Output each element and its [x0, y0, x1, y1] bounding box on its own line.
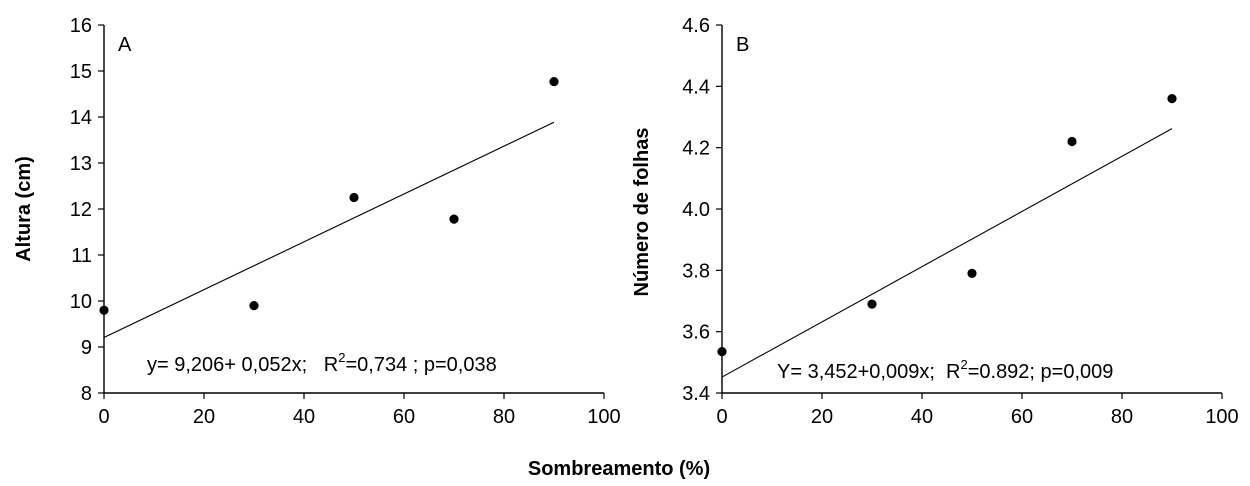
- x-tick-label: 40: [293, 406, 315, 428]
- x-tick-label: 80: [1111, 406, 1133, 428]
- y-tick-label: 11: [71, 245, 92, 267]
- x-axis-title: Sombreamento (%): [528, 458, 710, 480]
- y-tick-label: 9: [81, 337, 92, 359]
- y-tick-label: 3.6: [682, 322, 710, 344]
- y-tick-label: 8: [81, 383, 92, 405]
- data-point: [449, 214, 459, 224]
- y-tick-label: 3.4: [682, 383, 710, 405]
- x-tick-label: 60: [1011, 406, 1033, 428]
- x-tick-label: 40: [911, 406, 933, 428]
- regression-equation: Y= 3,452+0,009x; R2=0.892; p=0,009: [777, 357, 1113, 383]
- panel-b: 3.4 3.6 3.8 4.0 4.2 4.4 4.6 0 20 40 60 80 100 Número …: [631, 15, 1239, 428]
- y-tick-label: 16: [70, 15, 92, 37]
- y-tick-label: 3.8: [682, 260, 710, 282]
- data-point: [249, 301, 259, 311]
- x-tick-label: 20: [811, 406, 833, 428]
- y-tick-label: 14: [70, 107, 92, 129]
- data-point: [717, 347, 727, 357]
- trend-line: [103, 121, 555, 339]
- y-tick-label: 4.6: [682, 15, 710, 37]
- data-point: [549, 76, 559, 87]
- data-point: [867, 299, 877, 309]
- y-tick-label: 12: [70, 199, 92, 221]
- y-tick-label: 10: [70, 291, 92, 313]
- trend-line: [721, 128, 1173, 378]
- data-point: [349, 192, 359, 203]
- data-point: [967, 268, 977, 278]
- panel-label: B: [736, 34, 749, 56]
- y-tick-label: 4.0: [682, 199, 710, 221]
- x-tick-label: 60: [393, 406, 415, 428]
- y-tick-label: 4.4: [682, 76, 710, 98]
- data-point: [99, 305, 109, 315]
- x-tick-label: 20: [193, 406, 215, 428]
- x-tick-label: 0: [98, 406, 109, 428]
- y-axis-title: Número de folhas: [631, 128, 653, 297]
- x-tick-label: 80: [493, 406, 515, 428]
- x-tick-label: 100: [1205, 406, 1238, 428]
- x-tick-label: 100: [587, 406, 620, 428]
- data-point: [1167, 94, 1177, 104]
- panel-label: A: [118, 34, 132, 56]
- regression-equation: y= 9,206+ 0,052x; R2=0,734 ; p=0,038: [147, 350, 497, 376]
- y-tick-label: 4.2: [682, 138, 710, 160]
- data-point: [1067, 136, 1077, 147]
- x-tick-label: 0: [716, 406, 727, 428]
- y-tick-label: 15: [70, 61, 92, 83]
- panel-a: 8 9 10 11 12 13 14 15 16 0 20 40 60 80 100 Altura (cm) A…: [13, 15, 621, 428]
- y-tick-label: 13: [70, 153, 92, 175]
- y-axis-title: Altura (cm): [13, 156, 35, 262]
